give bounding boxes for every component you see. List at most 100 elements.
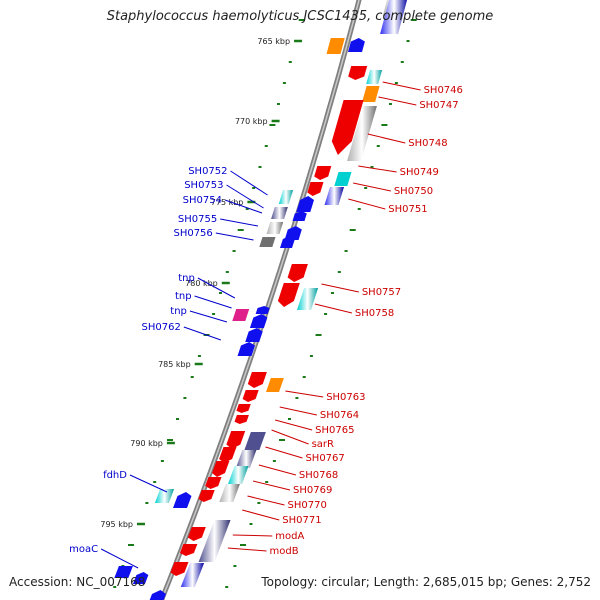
gene-forward	[287, 264, 308, 282]
genome-backbone-highlight	[160, 0, 360, 600]
gene-label-forward: SH0763	[326, 392, 365, 403]
gene-reverse	[245, 328, 263, 342]
kbp-label: 765 kbp	[257, 37, 290, 46]
gene-forward	[198, 520, 231, 562]
gene-reverse	[154, 489, 175, 503]
gene-label-forward: SH0758	[355, 308, 394, 319]
gene-label-leader	[258, 464, 297, 476]
gene-label-leader	[321, 283, 359, 293]
gene-forward	[324, 187, 344, 205]
gene-reverse	[348, 38, 365, 52]
gene-reverse	[237, 342, 255, 356]
gene-forward	[347, 106, 377, 161]
gene-label-reverse: SH0755	[178, 214, 217, 225]
gene-label-forward: SH0747	[419, 100, 458, 111]
gene-forward	[242, 390, 259, 402]
gene-label-reverse: tnp	[175, 291, 192, 302]
gene-label-forward: SH0751	[388, 204, 427, 215]
topology-summary: Topology: circular; Length: 2,685,015 bp…	[261, 575, 591, 589]
gene-reverse	[232, 309, 250, 321]
gene-reverse	[259, 237, 276, 247]
gene-reverse	[149, 590, 166, 600]
gene-label-leader	[353, 182, 391, 192]
gene-forward	[226, 431, 246, 449]
gene-label-leader	[183, 326, 222, 341]
gene-forward	[235, 450, 257, 468]
gene-label-leader	[197, 277, 236, 299]
gene-forward	[247, 372, 267, 388]
gene-label-leader	[189, 310, 228, 323]
gene-forward	[366, 70, 383, 84]
gene-reverse	[380, 0, 408, 34]
gene-forward	[219, 447, 237, 463]
gene-forward	[348, 66, 368, 80]
gene-reverse	[132, 572, 149, 584]
kbp-label: 775 kbp	[211, 198, 244, 207]
gene-label-forward: SH0757	[362, 287, 401, 298]
gene-forward	[228, 466, 249, 484]
gene-label-leader	[242, 509, 280, 521]
gene-forward	[297, 288, 319, 310]
gene-label-forward: modB	[270, 546, 299, 557]
gene-label-leader	[247, 495, 285, 506]
gene-forward	[277, 283, 300, 307]
gene-label-leader	[314, 303, 353, 314]
kbp-label: 780 kbp	[185, 279, 218, 288]
gene-label-leader	[232, 534, 273, 537]
gene-reverse	[114, 566, 133, 578]
gene-label-leader	[265, 446, 303, 459]
gene-label-forward: sarR	[312, 439, 334, 450]
gene-forward	[362, 86, 380, 102]
gene-forward	[205, 477, 222, 489]
gene-forward	[266, 378, 284, 392]
map-title: Staphylococcus haemolyticus JCSC1435, co…	[106, 9, 494, 24]
gene-label-leader	[230, 170, 268, 196]
gene-forward	[314, 166, 332, 180]
kbp-label: 790 kbp	[130, 439, 163, 448]
gene-reverse	[278, 190, 294, 204]
gene-forward	[170, 562, 189, 576]
gene-forward	[326, 38, 345, 54]
gene-label-reverse: fdhD	[103, 470, 127, 481]
gene-label-forward: SH0771	[282, 515, 321, 526]
gene-label-forward: SH0748	[408, 138, 447, 149]
gene-label-leader	[194, 295, 232, 309]
gene-reverse	[255, 306, 270, 314]
gene-forward	[307, 182, 324, 196]
gene-label-leader	[382, 81, 421, 91]
kbp-label: 795 kbp	[100, 520, 133, 529]
gene-forward	[212, 461, 230, 477]
gene-label-forward: SH0746	[424, 85, 463, 96]
accession-label: Accession: NC_007168	[9, 575, 146, 589]
gene-reverse	[173, 492, 192, 508]
gene-forward	[179, 544, 198, 556]
gene-label-leader	[279, 406, 317, 416]
gene-label-reverse: SH0762	[142, 322, 181, 333]
gene-label-leader	[285, 390, 324, 398]
gene-label-reverse: tnp	[178, 273, 195, 284]
gene-label-forward: SH0767	[305, 453, 344, 464]
gene-forward	[180, 563, 205, 587]
gene-forward	[331, 100, 364, 155]
gene-forward	[244, 432, 266, 450]
gene-forward	[234, 415, 249, 424]
gene-label-reverse: SH0752	[188, 166, 227, 177]
gene-label-forward: SH0749	[400, 167, 439, 178]
gene-reverse	[292, 211, 307, 221]
gene-label-leader	[348, 198, 386, 210]
gene-reverse	[266, 222, 284, 234]
gene-label-reverse: SH0754	[183, 195, 222, 206]
gene-forward	[236, 404, 251, 413]
gene-label-leader	[275, 419, 313, 431]
gene-label-reverse: SH0756	[173, 228, 212, 239]
gene-forward	[187, 527, 206, 541]
gene-label-leader	[224, 199, 263, 214]
gene-label-forward: SH0764	[320, 410, 359, 421]
gene-label-reverse: tnp	[170, 306, 187, 317]
gene-label-leader	[227, 547, 267, 552]
gene-label-leader	[367, 133, 406, 144]
gene-label-leader	[220, 218, 259, 227]
gene-forward	[219, 484, 240, 502]
gene-label-reverse: moaC	[69, 544, 98, 555]
